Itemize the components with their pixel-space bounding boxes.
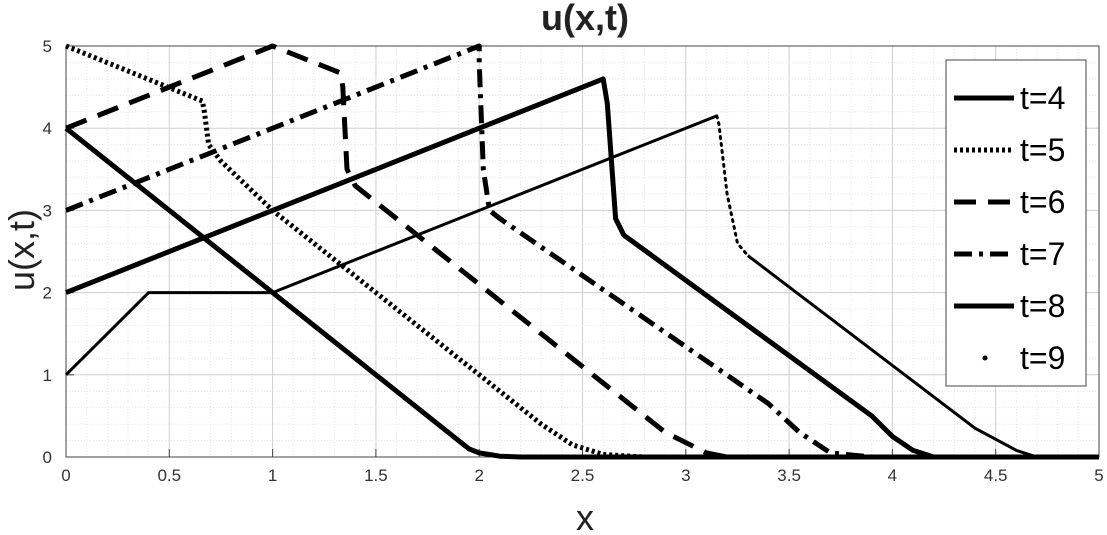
x-tick-label: 4.5 (984, 466, 1008, 485)
series-line-t9-tail (746, 254, 1099, 459)
x-axis-ticks: 0 0.5 1 1.5 2 2.5 3 3.5 4 4.5 5 (61, 449, 1104, 485)
x-tick-label: 1.5 (364, 466, 388, 485)
legend-box (945, 59, 1087, 387)
y-axis-ticks: 0 1 2 3 4 5 (43, 37, 74, 467)
series-line-t8 (65, 76, 1099, 460)
series-shock-t9 (715, 114, 750, 258)
x-tick-label: 2.5 (571, 466, 595, 485)
y-tick-label: 1 (43, 366, 52, 385)
y-tick-label: 4 (43, 119, 52, 138)
x-tick-label: 0.5 (157, 466, 181, 485)
x-tick-label: 4 (888, 466, 897, 485)
x-tick-label: 3 (681, 466, 690, 485)
y-tick-label: 2 (43, 284, 52, 303)
legend-swatch (982, 355, 988, 361)
series-line-t9 (64, 114, 718, 376)
x-tick-label: 3.5 (777, 466, 801, 485)
y-tick-label: 0 (43, 448, 52, 467)
y-tick-label: 3 (43, 201, 52, 220)
legend-label: t=5 (1020, 132, 1065, 168)
legend-label: t=8 (1020, 288, 1065, 324)
series-line-t6 (65, 43, 1099, 460)
y-axis-label: u(x,t) (1, 209, 42, 291)
chart-title: u(x,t) (541, 0, 629, 38)
series-line-t7 (65, 43, 1099, 460)
legend-label: t=7 (1020, 236, 1065, 272)
x-tick-label: 1 (268, 466, 277, 485)
legend: t=4 t=5 t=6 t=7 t=8 t=9 (945, 59, 1087, 387)
legend-label: t=6 (1020, 184, 1065, 220)
x-tick-label: 0 (61, 466, 70, 485)
x-tick-label: 5 (1094, 466, 1103, 485)
x-tick-label: 2 (474, 466, 483, 485)
legend-label: t=9 (1020, 340, 1065, 376)
legend-label: t=4 (1020, 80, 1065, 116)
y-tick-label: 5 (43, 37, 52, 56)
x-axis-label: x (576, 497, 594, 535)
series-lines (64, 43, 1099, 460)
